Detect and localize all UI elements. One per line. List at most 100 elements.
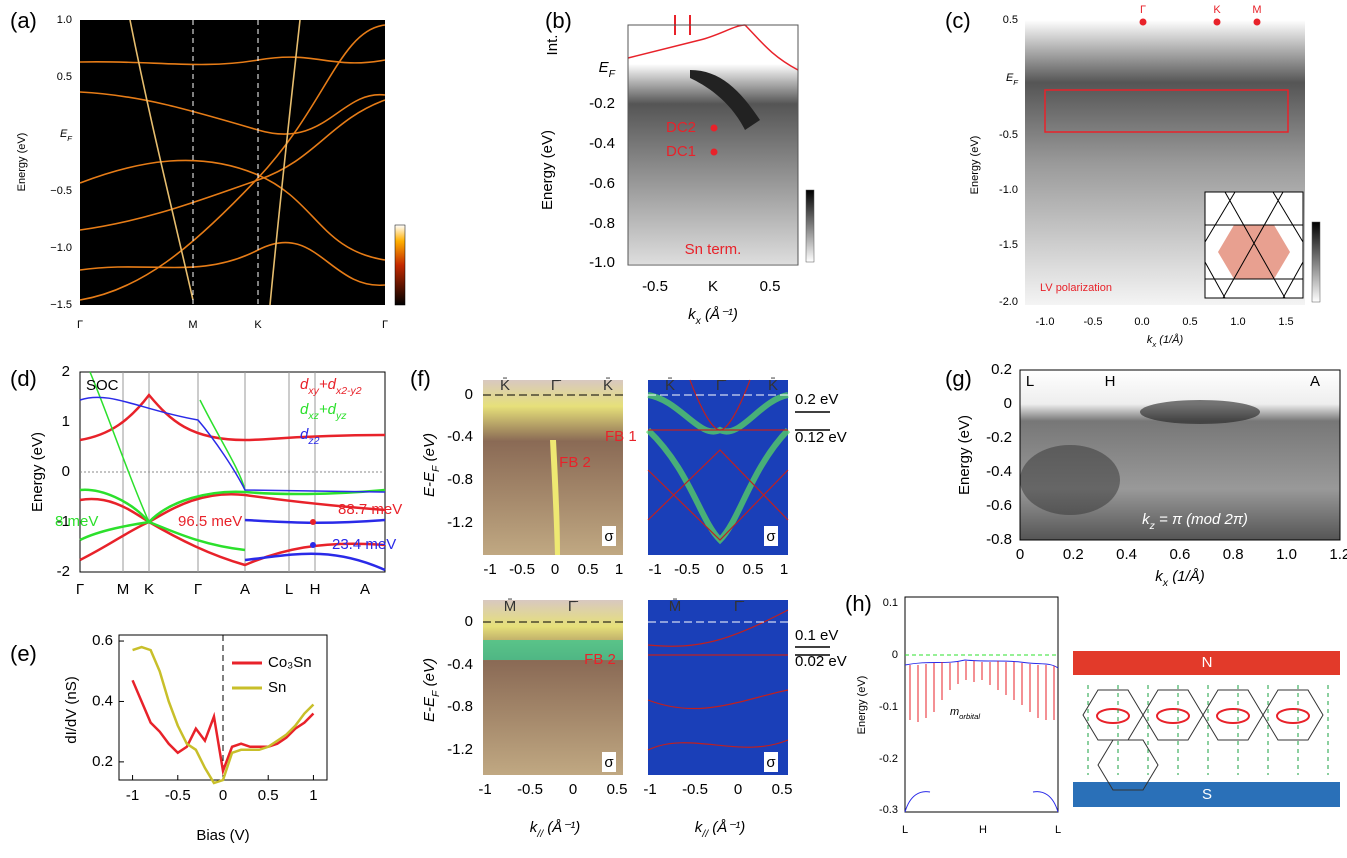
- point-label: M: [1252, 4, 1261, 16]
- y-tick-label: 0.5: [1003, 14, 1018, 26]
- point-label: L: [1026, 373, 1034, 390]
- x-tick-label: -1: [643, 781, 656, 798]
- y-axis-title: E-EF (eV): [421, 433, 442, 497]
- x-tick-label: Γ: [76, 581, 84, 598]
- text-part: +d: [319, 401, 337, 418]
- panel-a-image: [80, 20, 405, 305]
- x-tick-label: L: [1055, 824, 1061, 836]
- y-tick-label: 0: [465, 613, 473, 630]
- legend-label: Co₃Sn: [268, 654, 312, 671]
- annotation: 0.12 eV: [795, 429, 847, 446]
- x-tick-label: A: [360, 581, 370, 598]
- x-tick-label: Γ: [382, 319, 388, 331]
- legend-label: Sn: [268, 679, 286, 696]
- y-tick-label: -0.8: [589, 215, 615, 232]
- text-part: m: [950, 706, 959, 718]
- y-axis-title: Energy (eV): [16, 133, 28, 192]
- point-label: K̄: [665, 377, 675, 394]
- x-tick-label: -1: [478, 781, 491, 798]
- y-axis-title: Energy (eV): [969, 136, 981, 195]
- panel-label: (e): [10, 641, 37, 666]
- y-tick-label: 0: [465, 386, 473, 403]
- y-tick-label: -0.6: [986, 497, 1012, 514]
- x-tick-label: 1.0: [1276, 546, 1297, 563]
- text-part: (1/Å): [1168, 568, 1205, 585]
- y-tick-label: -0.2: [879, 753, 898, 765]
- panel-label: (h): [845, 591, 872, 616]
- x-axis-title: kx (Å⁻¹): [688, 306, 738, 327]
- annotation: SOC: [86, 377, 119, 394]
- point-label: A: [1310, 373, 1320, 390]
- y-tick-label: -1.5: [999, 239, 1018, 251]
- y-tick-label: 0.4: [92, 692, 113, 709]
- y-axis-title: Energy (eV): [956, 415, 973, 495]
- x-tick-label: K: [254, 319, 262, 331]
- text-part: z2: [307, 435, 319, 447]
- x-tick-label: K: [708, 278, 718, 295]
- text-part: +d: [319, 376, 337, 393]
- annotation: DC2: [666, 119, 696, 136]
- x-tick-label: -1: [126, 787, 139, 804]
- y-axis-title: Energy (eV): [539, 130, 556, 210]
- x-axis-title: k// (Å⁻¹): [695, 819, 745, 840]
- text-part: F: [1013, 78, 1019, 87]
- annotation: 96.5 meV: [178, 513, 242, 530]
- y-tick-label: -0.4: [447, 656, 473, 673]
- x-tick-label: 0.5: [772, 781, 793, 798]
- x-tick-label: 0: [551, 561, 559, 578]
- x-tick-label: L: [902, 824, 908, 836]
- x-tick-label: Γ: [194, 581, 202, 598]
- text-part: xz: [307, 410, 319, 422]
- y-tick-label: 1.0: [57, 14, 72, 26]
- y-tick-label: EF: [599, 59, 616, 80]
- panel-h-plot: [905, 597, 1340, 812]
- point-label: H: [1105, 373, 1116, 390]
- pole-label: S: [1202, 786, 1212, 803]
- x-tick-label: -1.0: [1036, 316, 1055, 328]
- y-tick-label: 1: [62, 413, 70, 430]
- annotation: 0.2 eV: [795, 391, 838, 408]
- y-tick-label: -0.8: [986, 531, 1012, 548]
- text-part: F: [67, 134, 73, 143]
- y-tick-label: -0.3: [879, 804, 898, 816]
- x-tick-label: 1.0: [1230, 316, 1245, 328]
- y-tick-label: -1.0: [999, 184, 1018, 196]
- x-tick-label: -0.5: [682, 781, 708, 798]
- annotation: DC1: [666, 143, 696, 160]
- panel-b-image: [628, 15, 814, 265]
- y-tick-label: -1.0: [589, 254, 615, 271]
- text-part: orbital: [959, 712, 980, 721]
- x-tick-label: 0.5: [607, 781, 628, 798]
- x-tick-label: 1.5: [1278, 316, 1293, 328]
- y-tick-label: -0.6: [589, 175, 615, 192]
- y-tick-label: -2.0: [999, 296, 1018, 308]
- point-label: M̄: [504, 598, 517, 615]
- y-tick-label: -1.2: [447, 741, 473, 758]
- annotation: 0.1 eV: [795, 627, 838, 644]
- annotation: FB 1: [605, 428, 637, 445]
- point-label: K̄: [603, 377, 613, 394]
- text-part: (Å⁻¹): [701, 306, 738, 323]
- x-tick-label: 0.5: [760, 278, 781, 295]
- annotation: 23.4 meV: [332, 536, 396, 553]
- x-tick-label: M: [188, 319, 197, 331]
- y-tick-label: -0.2: [589, 95, 615, 112]
- axis-title: Int.: [544, 35, 561, 56]
- annotation: LV polarization: [1040, 282, 1112, 294]
- y-tick-label: 0.5: [57, 71, 72, 83]
- x-tick-label: 0.4: [1116, 546, 1137, 563]
- text-part: (1/Å): [1156, 333, 1183, 346]
- annotation: σ: [604, 528, 614, 545]
- text-part: xy: [307, 385, 319, 397]
- y-tick-label: −1.5: [50, 299, 72, 311]
- y-tick-label: 0: [62, 463, 70, 480]
- y-tick-label: -1.2: [447, 514, 473, 531]
- x-tick-label: 0: [716, 561, 724, 578]
- x-tick-label: 0.5: [578, 561, 599, 578]
- y-tick-label: -0.4: [986, 463, 1012, 480]
- point-label: K̄: [768, 377, 778, 394]
- point-label: M̄: [669, 598, 682, 615]
- x-tick-label: -0.5: [165, 787, 191, 804]
- x-tick-label: 0.0: [1134, 316, 1149, 328]
- y-tick-label: 0.6: [92, 632, 113, 649]
